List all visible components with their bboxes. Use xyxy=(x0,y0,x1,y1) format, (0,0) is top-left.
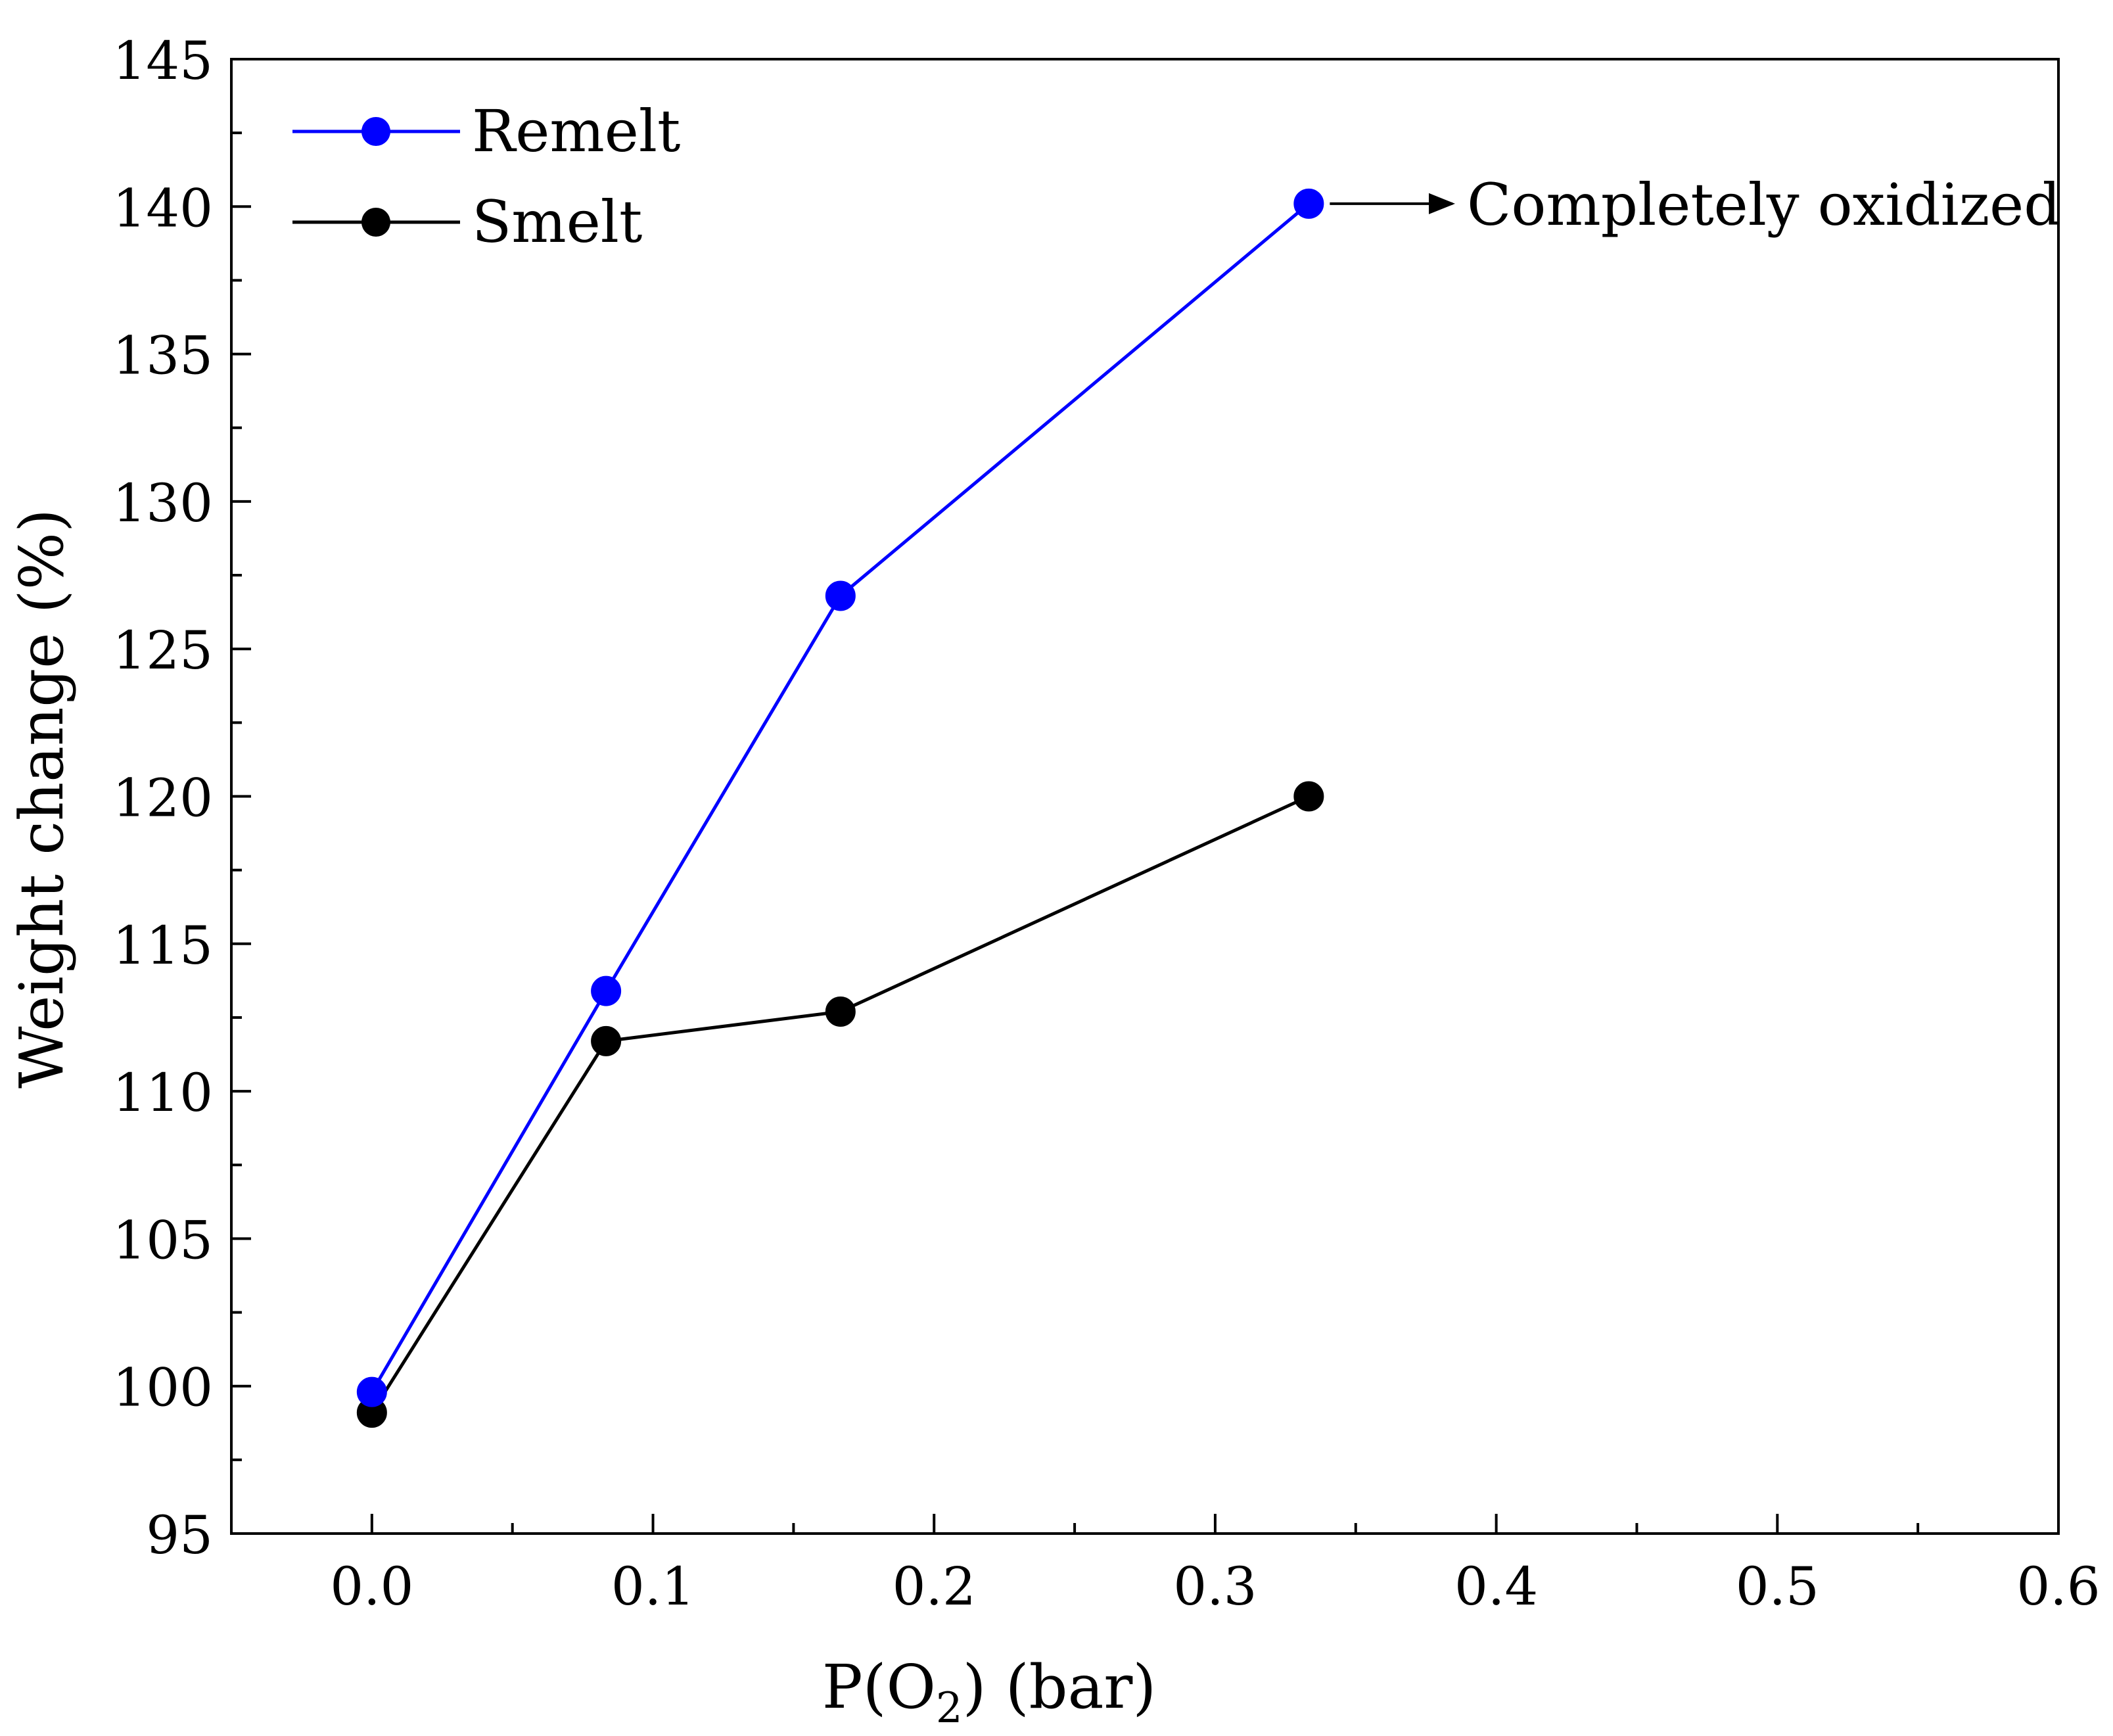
y-tick-label: 140 xyxy=(112,177,213,239)
x-tick-label: 0.4 xyxy=(1454,1556,1538,1617)
y-tick-label: 100 xyxy=(112,1357,213,1419)
y-tick-label: 125 xyxy=(112,620,213,681)
x-tick-label: 0.6 xyxy=(2016,1556,2100,1617)
data-point-remelt xyxy=(356,1376,387,1407)
y-axis: 95 100 105 110 115 120 125 130 135 140 145 xyxy=(112,30,251,1566)
legend-marker-remelt xyxy=(361,117,390,146)
annotation-text: Completely oxidized xyxy=(1467,171,2061,239)
series-line-smelt xyxy=(370,795,1310,1414)
x-tick-label: 0.5 xyxy=(1736,1556,1819,1617)
y-tick-label: 105 xyxy=(112,1209,213,1271)
data-point-smelt xyxy=(1293,781,1324,812)
data-point-remelt xyxy=(825,580,856,611)
data-point-smelt xyxy=(825,996,856,1027)
y-tick-label: 120 xyxy=(112,768,213,829)
x-axis-label: P(O2) (bar) xyxy=(822,1652,1157,1733)
y-tick-label: 110 xyxy=(112,1062,213,1123)
series-line-remelt xyxy=(370,202,1310,1393)
data-point-smelt xyxy=(591,1025,622,1056)
y-axis-label: Weight change (%) xyxy=(7,509,77,1089)
y-tick-label: 130 xyxy=(112,473,213,534)
series-layer xyxy=(356,188,1324,1428)
legend-label-smelt: Smelt xyxy=(472,188,642,256)
y-tick-label: 95 xyxy=(146,1505,213,1566)
y-tick-label: 145 xyxy=(112,30,213,91)
x-tick-label: 0.1 xyxy=(611,1556,695,1617)
data-point-remelt xyxy=(591,975,622,1006)
y-tick-label: 115 xyxy=(112,915,213,976)
x-tick-label: 0.2 xyxy=(893,1556,976,1617)
legend-marker-smelt xyxy=(361,208,390,237)
x-tick-label: 0.3 xyxy=(1173,1556,1257,1617)
legend: Remelt Smelt xyxy=(292,97,680,256)
y-tick-label: 135 xyxy=(112,325,213,387)
data-point-remelt xyxy=(1293,188,1324,219)
legend-label-remelt: Remelt xyxy=(472,97,680,165)
annotation: Completely oxidized xyxy=(1330,171,2061,239)
x-axis: 0.0 0.1 0.2 0.3 0.4 0.5 0.6 xyxy=(230,1514,2101,1617)
x-tick-label: 0.0 xyxy=(330,1556,413,1617)
